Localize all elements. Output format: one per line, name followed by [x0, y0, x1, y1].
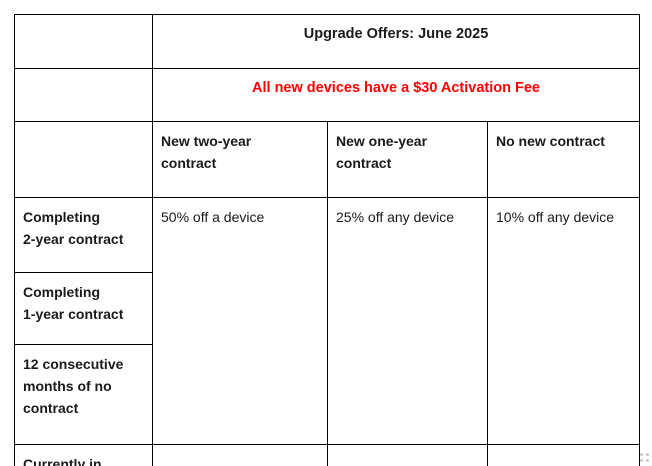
drag-handle-dot	[646, 453, 649, 456]
row-header-12-months-no-contract: 12 consecutive months of no contract	[14, 344, 153, 445]
drag-handle-dot	[640, 453, 643, 456]
row-header-currently-in-contract: Currently in contract (not ending)	[14, 444, 153, 466]
row-header-completing-1yr: Completing 1-year contract	[14, 272, 153, 345]
row-completing-2yr: Completing 2-year contract 50% off a dev…	[14, 197, 641, 445]
upgrade-offers-table: Upgrade Offers: June 2025 All new device…	[14, 14, 641, 466]
empty-cell	[14, 121, 153, 198]
notice-row: All new devices have a $30 Activation Fe…	[14, 68, 641, 122]
table-title: Upgrade Offers: June 2025	[151, 14, 641, 69]
offer-cell-two-year: 50% off a device	[152, 197, 328, 445]
offer-cell-one-year: 25% off any device	[327, 197, 488, 445]
empty-cell	[14, 68, 153, 122]
row-header-completing-2yr: Completing 2-year contract	[14, 197, 153, 273]
row-completing-1yr: Completing 1-year contract	[14, 272, 640, 345]
drag-handle-icon[interactable]	[639, 452, 651, 464]
column-header-no-new-contract: No new contract	[486, 121, 641, 198]
row-currently-in-contract: Currently in contract (not ending) 10% o…	[14, 444, 641, 466]
drag-handle-dot	[646, 459, 649, 462]
column-header-row: New two-year contract New one-year contr…	[14, 121, 641, 198]
offer-cell-in-contract-one-year: 10% off any device* *No ETF with new 1-y…	[327, 444, 488, 466]
column-header-new-two-year: New two-year contract	[152, 121, 328, 198]
activation-fee-notice: All new devices have a $30 Activation Fe…	[151, 68, 641, 122]
row-12-months-no-contract: 12 consecutive months of no contract	[14, 344, 640, 445]
offer-cell-in-contract-none: New device at full retail price* *ETF ma…	[486, 444, 641, 466]
offer-cell-in-contract-two-year: 10% off any device* *No ETF with new 2-y…	[152, 444, 328, 466]
corner-empty-cell	[14, 14, 153, 69]
offer-cell-no-contract: 10% off any device	[486, 197, 641, 445]
table-title-row: Upgrade Offers: June 2025	[14, 14, 641, 69]
drag-handle-dot	[640, 459, 643, 462]
column-header-new-one-year: New one-year contract	[327, 121, 488, 198]
